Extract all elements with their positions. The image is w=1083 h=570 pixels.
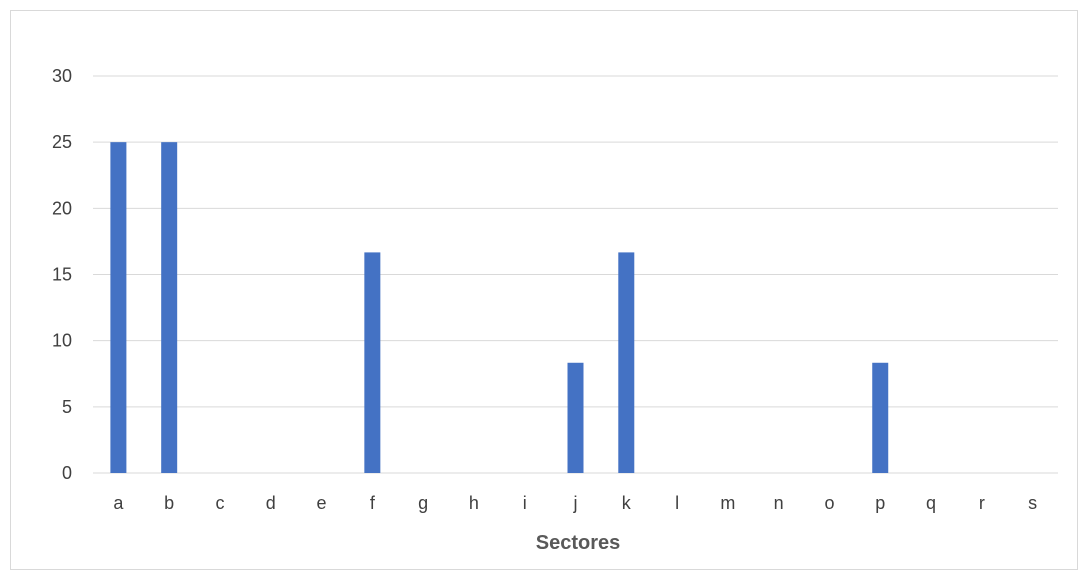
bars <box>110 142 889 473</box>
y-tick-label: 5 <box>62 397 72 417</box>
bar-chart: 0 5 10 15 20 25 30 a b c d e f g h i j k l m n o p q r s Sectore… <box>52 66 1058 554</box>
x-tick-label: m <box>720 493 735 513</box>
x-tick-label: b <box>164 493 174 513</box>
chart-frame <box>10 10 1078 570</box>
x-tick-label: p <box>875 493 885 513</box>
x-tick-label: k <box>622 493 632 513</box>
bar-k <box>618 252 635 473</box>
x-tick-label: f <box>370 493 376 513</box>
x-tick-label: o <box>824 493 834 513</box>
x-tick-label: c <box>215 493 224 513</box>
y-tick-label: 10 <box>52 331 72 351</box>
y-tick-label: 30 <box>52 66 72 86</box>
y-tick-label: 20 <box>52 198 72 218</box>
y-tick-label: 0 <box>62 463 72 483</box>
x-tick-label: l <box>675 493 679 513</box>
x-tick-label: j <box>573 493 578 513</box>
x-tick-label: g <box>418 493 428 513</box>
x-tick-label: d <box>266 493 276 513</box>
bar-f <box>364 252 381 473</box>
x-tick-label: h <box>469 493 479 513</box>
bar-b <box>161 142 178 473</box>
x-axis-ticks: a b c d e f g h i j k l m n o p q r s <box>113 493 1037 513</box>
x-tick-label: q <box>926 493 936 513</box>
x-axis-title: Sectores <box>536 532 621 554</box>
x-tick-label: n <box>774 493 784 513</box>
y-tick-label: 25 <box>52 132 72 152</box>
bar-p <box>872 362 889 473</box>
x-tick-label: i <box>523 493 527 513</box>
gridlines <box>93 75 1058 474</box>
x-tick-label: r <box>979 493 985 513</box>
bar-j <box>567 362 584 473</box>
y-tick-label: 15 <box>52 265 72 285</box>
y-axis-ticks: 0 5 10 15 20 25 30 <box>52 66 72 483</box>
x-tick-label: e <box>317 493 327 513</box>
x-tick-label: s <box>1028 493 1037 513</box>
x-tick-label: a <box>113 493 124 513</box>
bar-a <box>110 142 127 473</box>
